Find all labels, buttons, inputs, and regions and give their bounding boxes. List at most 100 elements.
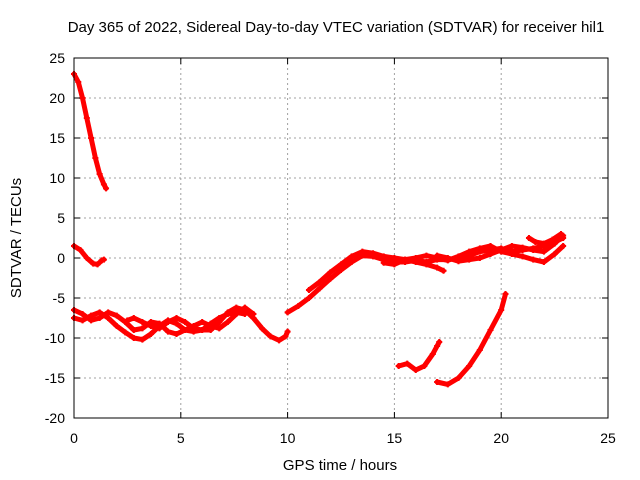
data-point <box>348 253 355 260</box>
data-point <box>508 251 515 257</box>
series-arc-5 <box>124 309 248 333</box>
data-point <box>476 245 483 252</box>
data-point <box>139 319 146 325</box>
series-arc-11 <box>395 339 443 373</box>
data-point <box>276 337 283 344</box>
data-point <box>305 287 312 293</box>
data-point <box>391 261 398 268</box>
data-point <box>549 236 556 243</box>
series-arc-1 <box>71 71 110 192</box>
data-point <box>404 360 411 367</box>
y-tick-label: 10 <box>49 170 65 186</box>
y-tick-label: -20 <box>45 410 65 426</box>
y-tick-label: 15 <box>49 130 65 146</box>
data-point <box>130 315 137 321</box>
data-point <box>434 252 441 259</box>
data-point <box>487 327 494 333</box>
data-point <box>105 309 112 316</box>
data-point <box>190 325 197 332</box>
data-point <box>466 248 473 255</box>
data-point <box>282 333 289 340</box>
x-tick-label: 10 <box>280 430 296 446</box>
data-point <box>122 329 129 336</box>
y-tick-label: 20 <box>49 90 65 106</box>
data-point <box>558 231 565 237</box>
data-point <box>96 315 103 321</box>
data-point <box>348 259 355 265</box>
data-point <box>173 315 180 321</box>
data-point <box>455 375 462 381</box>
data-point <box>551 251 558 257</box>
data-point <box>395 363 402 369</box>
y-tick-label: -5 <box>53 290 66 306</box>
data-point <box>199 327 206 333</box>
data-point <box>370 250 377 257</box>
data-point <box>156 325 163 332</box>
data-point <box>88 135 95 141</box>
data-point <box>487 243 494 249</box>
data-point <box>173 331 180 337</box>
chart-title: Day 365 of 2022, Sidereal Day-to-day VTE… <box>68 19 605 36</box>
y-tick-label: 5 <box>57 210 65 226</box>
data-point <box>380 259 387 266</box>
data-point <box>466 363 473 369</box>
data-point <box>79 311 86 317</box>
data-point <box>182 319 189 325</box>
data-point <box>75 79 82 85</box>
data-point <box>423 261 430 268</box>
data-point <box>77 247 84 253</box>
data-point <box>96 309 103 316</box>
data-point <box>327 275 334 282</box>
data-point <box>560 243 567 249</box>
data-point <box>519 244 526 251</box>
series-arc-12 <box>434 291 509 388</box>
data-point <box>476 255 483 261</box>
x-tick-label: 0 <box>70 430 78 446</box>
data-point <box>380 253 387 260</box>
data-point <box>525 235 532 241</box>
data-point <box>402 256 409 263</box>
data-point <box>173 320 180 327</box>
data-point <box>113 312 120 319</box>
x-tick-label: 15 <box>387 430 403 446</box>
data-point <box>216 315 223 321</box>
data-point <box>284 309 291 316</box>
data-point <box>207 320 214 327</box>
data-point <box>551 240 558 247</box>
data-point <box>199 319 206 325</box>
data-point <box>241 304 248 311</box>
data-point <box>316 285 323 292</box>
data-point <box>100 181 107 188</box>
data-point <box>258 325 265 332</box>
data-point <box>295 303 302 309</box>
data-point <box>113 323 120 329</box>
data-point <box>216 325 223 332</box>
series-arc-10 <box>525 231 565 247</box>
plot-frame <box>73 57 609 419</box>
y-tick-label: 25 <box>49 50 65 66</box>
y-axis-label: SDTVAR / TECUs <box>8 178 25 298</box>
x-tick-label: 25 <box>600 430 616 446</box>
series-line <box>434 291 508 387</box>
data-point <box>92 155 99 161</box>
data-point <box>530 247 537 253</box>
data-point <box>540 248 547 255</box>
x-axis-label: GPS time / hours <box>283 457 397 474</box>
data-point <box>434 264 441 271</box>
data-point <box>250 311 257 317</box>
data-point <box>476 347 483 353</box>
data-point <box>455 258 462 265</box>
data-point <box>139 325 146 332</box>
data-series <box>71 71 567 388</box>
data-point <box>519 253 526 260</box>
data-point <box>338 261 344 268</box>
data-point <box>182 327 189 333</box>
data-point <box>96 171 103 177</box>
data-point <box>436 339 443 345</box>
data-point <box>508 243 515 249</box>
series-arc-9 <box>434 232 567 265</box>
data-point <box>440 267 447 274</box>
data-point <box>540 240 547 247</box>
